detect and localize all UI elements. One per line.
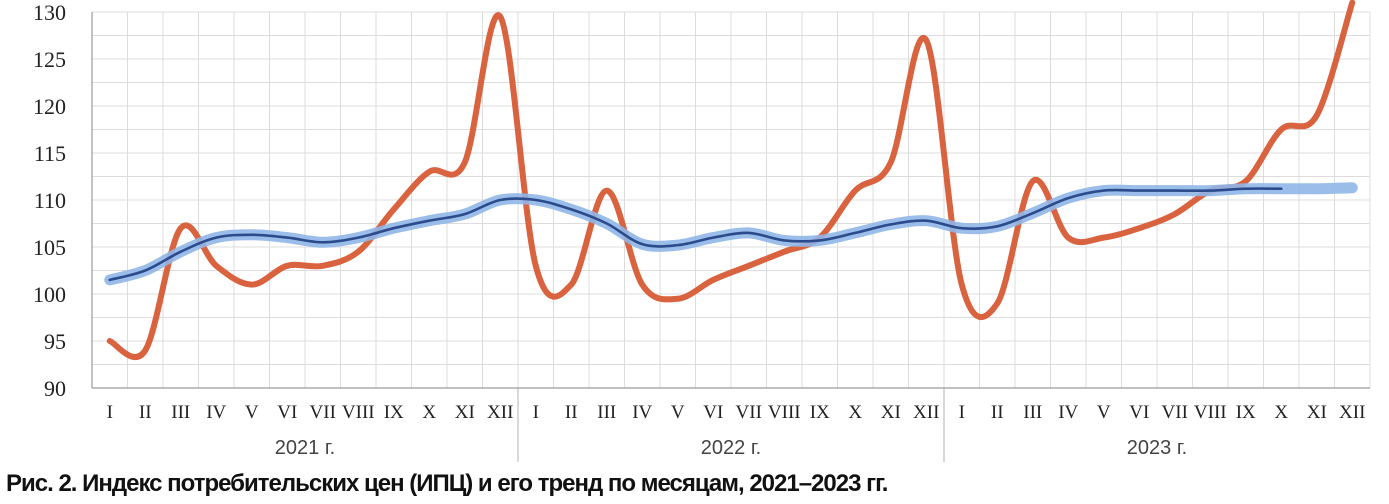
x-tick-label: VII bbox=[1162, 402, 1188, 423]
x-tick-label: XII bbox=[487, 402, 513, 423]
x-tick-label: IV bbox=[206, 402, 226, 423]
x-tick-label: XII bbox=[913, 402, 939, 423]
x-tick-label: X bbox=[848, 402, 862, 423]
x-tick-label: I bbox=[107, 402, 113, 423]
y-axis-ticks: 90 95 100 105 110 115 120 125 130 bbox=[33, 0, 66, 401]
year-label: 2022 г. bbox=[701, 437, 761, 459]
x-tick-label: I bbox=[959, 402, 965, 423]
series-lines bbox=[104, 0, 1358, 361]
axes bbox=[91, 12, 1370, 462]
x-tick-label: X bbox=[422, 402, 436, 423]
y-tick-label: 115 bbox=[34, 141, 66, 166]
y-tick-label: 130 bbox=[33, 0, 66, 25]
x-tick-label: VIII bbox=[1194, 402, 1227, 423]
y-tick-label: 110 bbox=[34, 188, 66, 213]
x-tick-label: XII bbox=[1339, 402, 1365, 423]
x-tick-label: IX bbox=[810, 402, 830, 423]
x-tick-label: XI bbox=[881, 402, 901, 423]
x-tick-label: V bbox=[1097, 402, 1111, 423]
x-tick-label: XI bbox=[1307, 402, 1327, 423]
x-tick-label: VI bbox=[1129, 402, 1149, 423]
y-tick-label: 120 bbox=[33, 94, 66, 119]
y-tick-label: 105 bbox=[33, 235, 66, 260]
x-tick-label: II bbox=[991, 402, 1004, 423]
year-label: 2021 г. bbox=[275, 437, 335, 459]
x-axis-ticks: I II III IV V VI VII VIII IX X XI XII I II III IV V VI VII… bbox=[107, 402, 1366, 423]
x-tick-label: VIII bbox=[768, 402, 801, 423]
y-tick-label: 90 bbox=[44, 376, 66, 401]
x-tick-label: IX bbox=[1236, 402, 1256, 423]
x-tick-label: VI bbox=[277, 402, 297, 423]
x-tick-label: X bbox=[1274, 402, 1288, 423]
x-tick-label: VI bbox=[703, 402, 723, 423]
x-tick-label: VIII bbox=[342, 402, 375, 423]
year-label: 2023 г. bbox=[1127, 437, 1187, 459]
x-tick-label: III bbox=[597, 402, 616, 423]
series-line-trend bbox=[108, 187, 1283, 282]
x-tick-label: I bbox=[533, 402, 539, 423]
x-tick-label: II bbox=[139, 402, 152, 423]
y-tick-label: 95 bbox=[44, 329, 66, 354]
x-tick-label: III bbox=[171, 402, 190, 423]
x-tick-label: V bbox=[245, 402, 259, 423]
x-tick-label: III bbox=[1023, 402, 1042, 423]
x-tick-label: VII bbox=[310, 402, 336, 423]
year-labels: 2021 г. 2022 г. 2023 г. bbox=[275, 437, 1187, 459]
x-tick-label: V bbox=[671, 402, 685, 423]
x-tick-label: II bbox=[565, 402, 578, 423]
x-tick-label: VII bbox=[736, 402, 762, 423]
grid bbox=[91, 11, 1371, 389]
series-line-index bbox=[106, 0, 1356, 361]
x-tick-label: XI bbox=[455, 402, 475, 423]
x-tick-label: IX bbox=[384, 402, 404, 423]
x-tick-label: IV bbox=[632, 402, 652, 423]
figure-caption: Рис. 2. Индекс потребительских цен (ИПЦ)… bbox=[6, 470, 888, 497]
y-tick-label: 100 bbox=[33, 282, 66, 307]
y-tick-label: 125 bbox=[33, 47, 66, 72]
x-tick-label: IV bbox=[1058, 402, 1078, 423]
